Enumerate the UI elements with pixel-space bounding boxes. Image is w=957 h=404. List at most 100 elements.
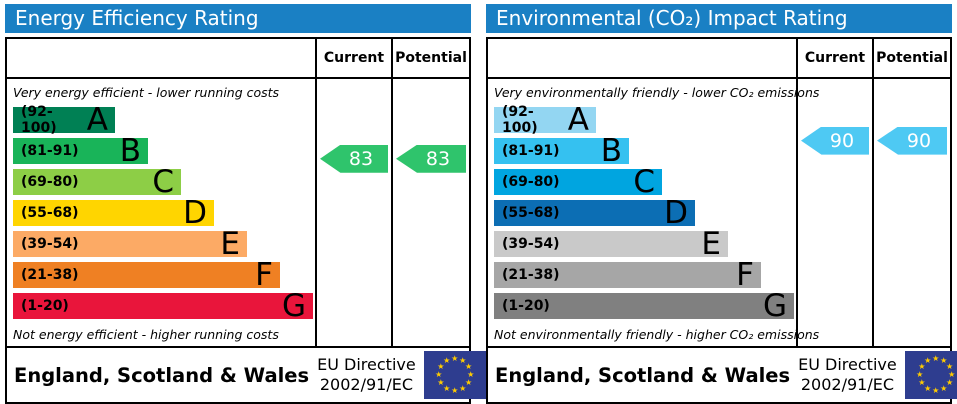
band-row-b: (81-91) B — [494, 133, 629, 169]
eu-star-icon: ★ — [945, 362, 954, 371]
eu-star-icon: ★ — [932, 354, 940, 363]
band-range: (1-20) — [502, 298, 550, 314]
band-range: (69-80) — [502, 174, 560, 190]
eu-star-icon: ★ — [443, 356, 451, 366]
band-range: (92-100) — [502, 104, 538, 136]
header-row: Current Potential — [7, 39, 469, 79]
eu-star-icon: ★ — [918, 378, 926, 387]
band-row-c: (69-80) C — [494, 164, 662, 200]
eu-star-icon: ★ — [467, 370, 475, 379]
top-note: Very environmentally friendly - lower CO… — [494, 85, 820, 100]
header-spacer — [488, 39, 796, 77]
eu-flag-icon: ★ ★ ★ ★ ★ ★ ★ ★ ★ ★ ★ ★ — [423, 351, 486, 399]
eu-star-icon: ★ — [932, 386, 940, 395]
band-letter: E — [220, 226, 240, 262]
region-label: England, Scotland & Wales — [14, 363, 310, 387]
band-letter: G — [281, 288, 306, 324]
band-letter: B — [600, 133, 622, 169]
eu-star-icon: ★ — [451, 386, 459, 395]
band-range: (1-20) — [21, 298, 69, 314]
band-range: (81-91) — [21, 143, 79, 159]
eu-flag-icon: ★ ★ ★ ★ ★ ★ ★ ★ ★ ★ ★ ★ — [904, 351, 957, 399]
band-range: (39-54) — [502, 236, 560, 252]
panel-footer: England, Scotland & Wales EU Directive 2… — [7, 348, 486, 402]
band-row-f: (21-38) F — [494, 257, 761, 293]
eu-star-icon: ★ — [924, 356, 932, 366]
header-row: Current Potential — [488, 39, 950, 79]
energy-panel-title: Energy Efficiency Rating — [5, 4, 471, 33]
bottom-note: Not energy efficient - higher running co… — [13, 327, 279, 342]
band-letter: C — [152, 164, 174, 200]
eu-star-icon: ★ — [459, 383, 467, 393]
bottom-note: Not environmentally friendly - higher CO… — [494, 327, 820, 342]
current-rating-arrow: 90 — [801, 126, 869, 155]
band-row-e: (39-54) E — [494, 229, 728, 260]
band-range: (21-38) — [502, 267, 560, 283]
eu-star-icon: ★ — [459, 356, 467, 366]
potential-column-header: Potential — [872, 39, 950, 77]
band-row-g: (1-20) G — [494, 288, 794, 324]
eu-star-icon: ★ — [924, 383, 932, 393]
environmental-impact-panel: Environmental (CO₂) Impact Rating Curren… — [486, 4, 957, 404]
band-letter: B — [119, 133, 141, 169]
eu-star-icon: ★ — [435, 370, 443, 379]
band-row-g: (1-20) G — [13, 288, 313, 324]
band-letter: C — [633, 164, 655, 200]
band-range: (69-80) — [21, 174, 79, 190]
rating-scale: Very energy efficient - lower running co… — [7, 79, 315, 346]
band-row-c: (69-80) C — [13, 164, 181, 200]
eu-star-icon: ★ — [464, 362, 473, 371]
band-row-b: (81-91) B — [13, 133, 148, 169]
eu-directive-label: EU Directive 2002/91/EC — [317, 355, 416, 395]
rating-scale-row: Very energy efficient - lower running co… — [7, 79, 469, 348]
eu-star-icon: ★ — [940, 356, 948, 366]
eu-directive-label: EU Directive 2002/91/EC — [798, 355, 897, 395]
eu-directive-line2: 2002/91/EC — [319, 375, 413, 394]
band-row-a: (92-100) A — [494, 102, 596, 138]
current-column-header: Current — [315, 39, 391, 77]
band-letter: G — [762, 288, 787, 324]
eu-star-icon: ★ — [437, 378, 445, 387]
region-label: England, Scotland & Wales — [495, 363, 791, 387]
band-letter: D — [664, 195, 688, 231]
current-column-header: Current — [796, 39, 872, 77]
band-letter: F — [255, 257, 273, 293]
environmental-panel-title: Environmental (CO₂) Impact Rating — [486, 4, 952, 33]
band-row-e: (39-54) E — [13, 226, 247, 262]
eu-star-icon: ★ — [918, 362, 926, 371]
current-rating-arrow: 83 — [320, 144, 388, 173]
eu-star-icon: ★ — [437, 362, 445, 371]
top-note: Very energy efficient - lower running co… — [13, 85, 280, 100]
band-letter: A — [567, 102, 589, 138]
band-range: (55-68) — [502, 205, 560, 221]
eu-star-icon: ★ — [916, 370, 924, 379]
eu-star-icon: ★ — [940, 383, 948, 393]
potential-rating-arrow: 90 — [877, 126, 947, 155]
potential-column-header: Potential — [391, 39, 469, 77]
eu-star-icon: ★ — [945, 378, 954, 387]
potential-value-cell: 90 — [872, 79, 950, 346]
band-row-d: (55-68) D — [13, 198, 214, 229]
energy-rating-table: Current Potential Very energy efficient … — [5, 37, 486, 404]
band-letter: F — [736, 257, 754, 293]
current-value-cell: 83 — [315, 79, 391, 346]
band-row-a: (92-100) A — [13, 102, 115, 138]
band-range: (81-91) — [502, 143, 560, 159]
rating-scale: Very environmentally friendly - lower CO… — [488, 79, 820, 346]
band-range: (21-38) — [21, 267, 79, 283]
energy-efficiency-panel: Energy Efficiency Rating Current Potenti… — [5, 4, 486, 404]
eu-star-icon: ★ — [464, 378, 473, 387]
eu-directive-line1: EU Directive — [798, 355, 897, 374]
eu-directive-line1: EU Directive — [317, 355, 416, 374]
eu-star-icon: ★ — [443, 383, 451, 393]
potential-value-cell: 83 — [391, 79, 469, 346]
rating-scale-row: Very environmentally friendly - lower CO… — [488, 79, 950, 348]
band-letter: A — [86, 102, 108, 138]
band-range: (92-100) — [21, 104, 57, 136]
environmental-rating-table: Current Potential Very environmentally f… — [486, 37, 957, 404]
band-range: (55-68) — [21, 205, 79, 221]
band-range: (39-54) — [21, 236, 79, 252]
eu-star-icon: ★ — [948, 370, 956, 379]
band-row-d: (55-68) D — [494, 195, 695, 231]
